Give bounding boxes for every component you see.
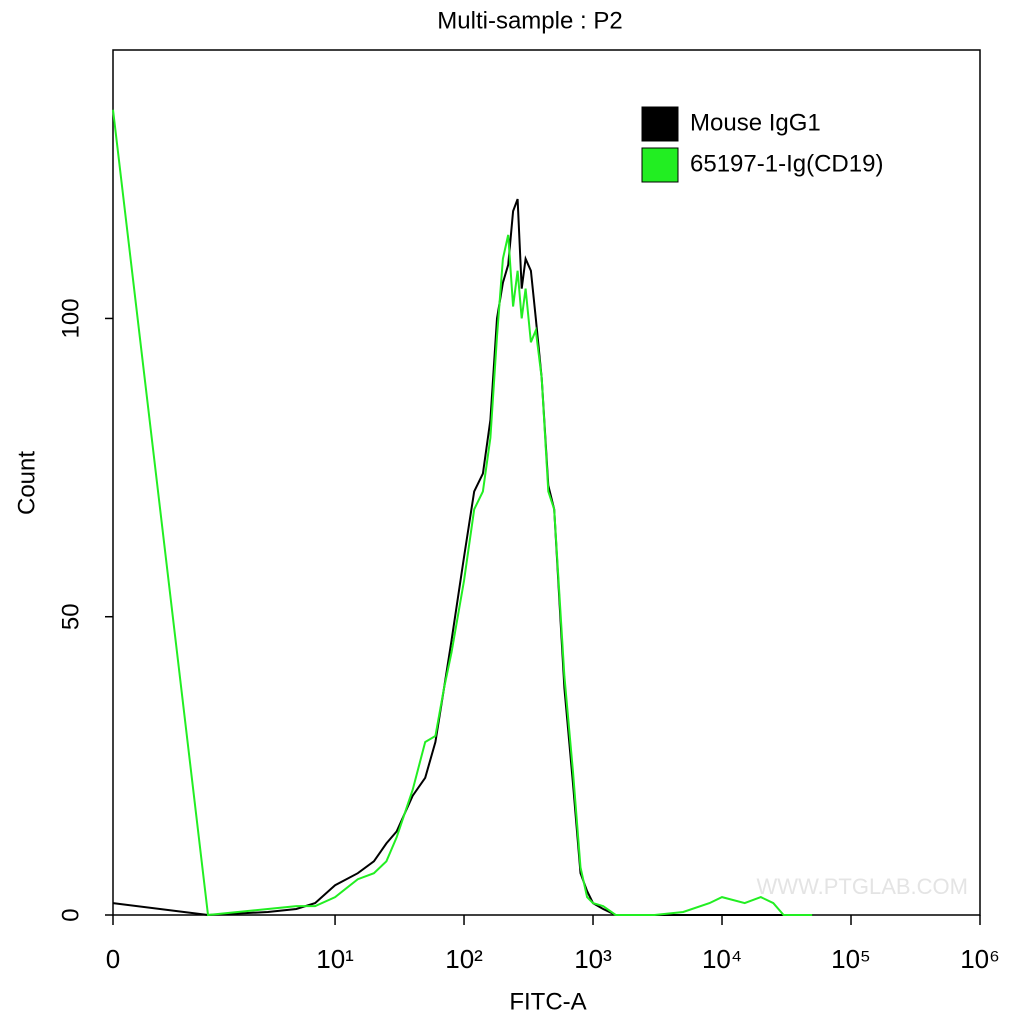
x-tick-label: 10⁶	[960, 944, 1000, 974]
x-axis-label: FITC-A	[509, 988, 586, 1015]
x-tick-label: 10⁴	[702, 944, 742, 974]
series-line	[112, 198, 813, 917]
legend-swatch	[641, 147, 679, 183]
y-tick-label: 50	[57, 603, 84, 630]
chart-title: Multi-sample : P2	[437, 7, 622, 34]
legend-label: 65197-1-Ig(CD19)	[690, 150, 883, 177]
x-tick-label: 0	[106, 944, 120, 974]
x-tick-label: 10⁵	[831, 944, 871, 974]
legend-label: Mouse IgG1	[690, 109, 821, 136]
legend-swatch	[641, 106, 679, 142]
y-tick-label: 0	[57, 908, 84, 921]
x-tick-label: 10²	[445, 944, 483, 974]
plot-frame	[112, 49, 981, 916]
watermark: WWW.PTGLAB.COM	[757, 874, 968, 899]
series-line	[112, 109, 813, 917]
y-axis-label: Count	[13, 451, 40, 515]
x-tick-label: 10³	[574, 944, 612, 974]
y-tick-label: 100	[57, 298, 84, 338]
x-tick-label: 10¹	[316, 944, 354, 974]
